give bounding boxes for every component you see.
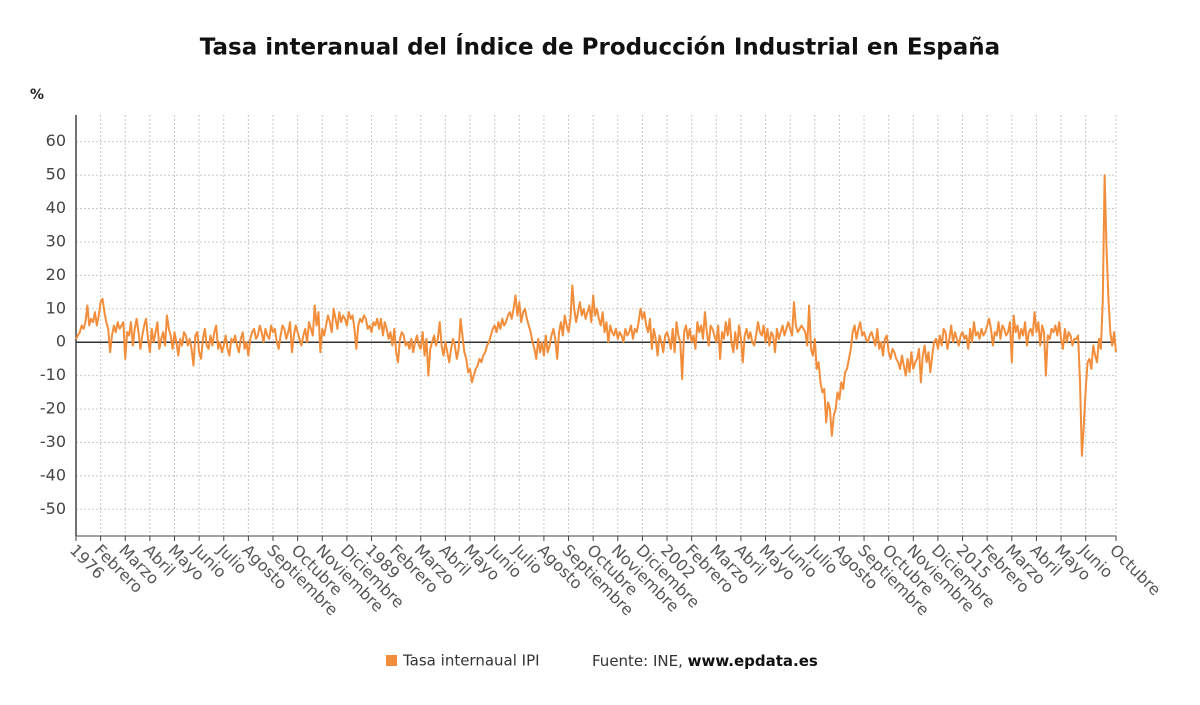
y-tick-label: -50: [40, 499, 66, 518]
series-line: [75, 174, 1117, 457]
y-tick-label: 10: [46, 298, 66, 317]
y-tick-label: 30: [46, 231, 66, 250]
source-site: www.epdata.es: [688, 652, 818, 670]
y-unit: %: [30, 87, 44, 103]
y-tick-label: 60: [46, 131, 66, 150]
y-tick-label: -10: [40, 365, 66, 384]
chart-title: Tasa interanual del Índice de Producción…: [200, 33, 1000, 61]
legend: Tasa internaual IPI Fuente: INE, www.epd…: [386, 652, 818, 670]
legend-label: Tasa internaual IPI: [402, 652, 540, 670]
y-tick-label: 20: [46, 265, 66, 284]
y-tick-label: 0: [56, 332, 66, 351]
y-tick-label: -30: [40, 432, 66, 451]
y-tick-label: 40: [46, 198, 66, 217]
y-tick-label: -40: [40, 465, 66, 484]
source: Fuente: INE, www.epdata.es: [592, 652, 818, 670]
y-tick-label: -20: [40, 399, 66, 418]
y-tick-label: 50: [46, 165, 66, 184]
legend-swatch: [386, 655, 397, 666]
source-label: Fuente: INE,: [592, 652, 683, 670]
